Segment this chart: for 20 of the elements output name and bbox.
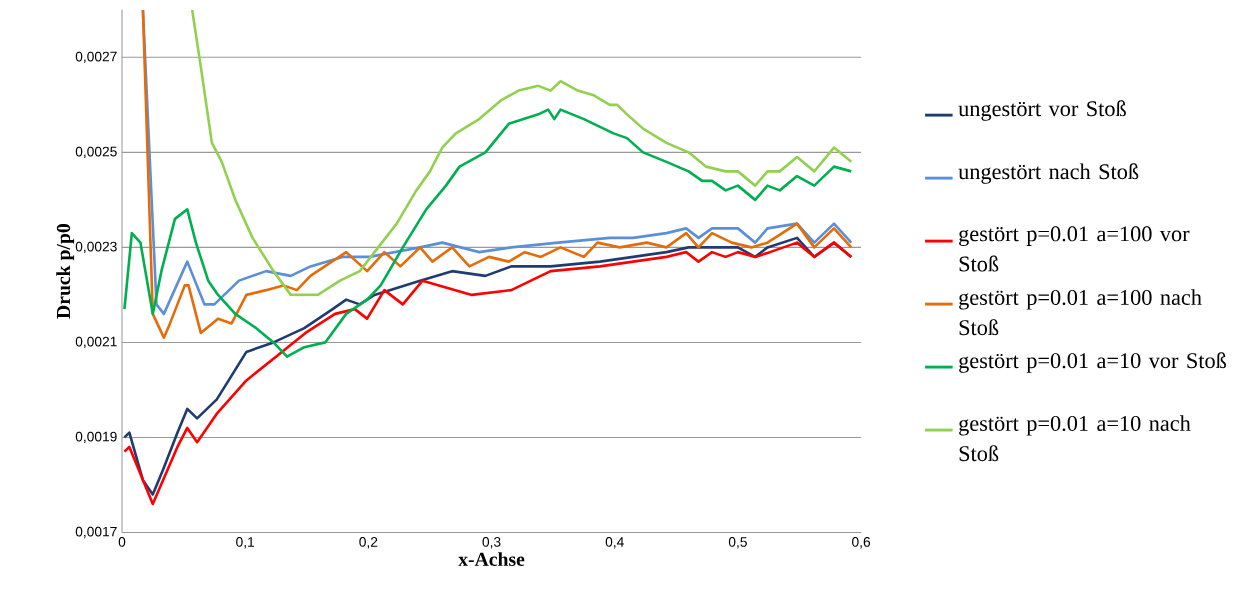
legend-label: ungestört vor Stoß — [958, 100, 1126, 121]
line-series — [123, 108, 853, 358]
x-tick-label: 0 — [118, 536, 126, 547]
x-tick-label: 0,4 — [605, 536, 624, 549]
y-tick-label: 0,0021 — [75, 336, 117, 348]
y-tick-label: 0,0023 — [75, 241, 117, 253]
legend-label: gestört p=0.01 a=10 nach Stoß — [959, 415, 1191, 461]
y-tick-label: 0,0019 — [75, 431, 117, 443]
y-tick-label: 0,0017 — [75, 526, 117, 538]
x-tick-label: 0,6 — [852, 536, 871, 549]
legend-label: ungestört nach Stoß — [958, 163, 1139, 184]
x-tick-label: 0,5 — [728, 536, 747, 549]
x-tick-label: 0,3 — [482, 536, 501, 549]
y-tick-label: 0,0027 — [75, 51, 117, 63]
x-tick-label: 0,2 — [359, 536, 378, 549]
x-tick-label: 0,1 — [236, 536, 255, 549]
y-axis-title: Druck p/p0 — [56, 223, 75, 319]
y-tick-label: 0,0025 — [75, 146, 117, 158]
x-axis-title: x-Achse — [458, 552, 525, 566]
legend-label: gestört p=0.01 a=10 vor Stoß — [959, 352, 1227, 373]
